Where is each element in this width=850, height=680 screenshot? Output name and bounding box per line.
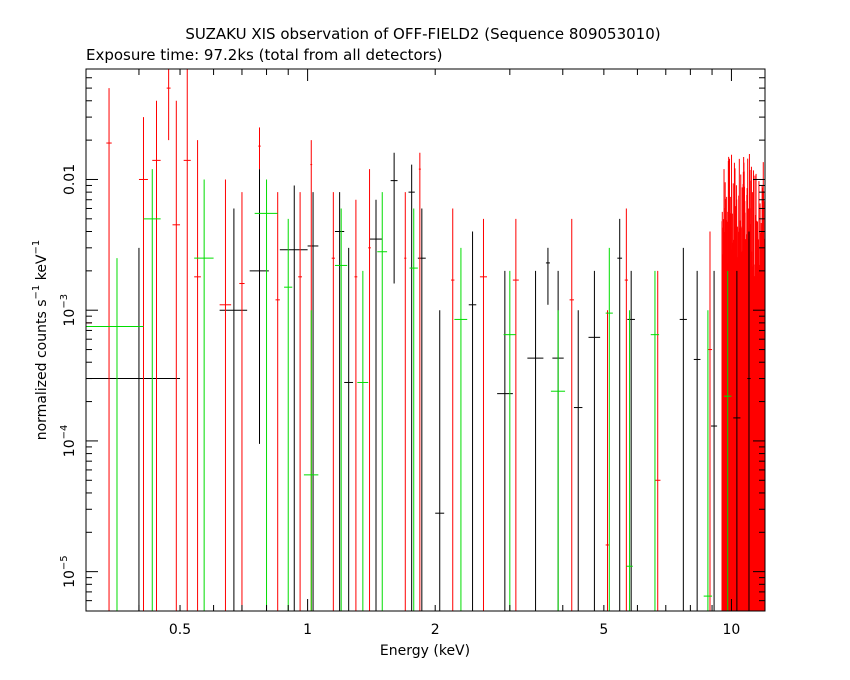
x-tick-label: 0.5 [169,622,191,638]
data-point [711,270,718,611]
x-tick-label: 2 [431,622,440,638]
data-point [219,179,232,611]
data-point [723,270,732,611]
data-point [143,169,161,611]
data-point [86,247,181,611]
data-point [183,69,191,611]
data-point [588,270,601,611]
data-point [479,218,487,611]
x-axis-label: Energy (keV) [380,643,470,659]
data-point [503,270,516,611]
data-point [626,310,633,611]
y-tick-label: 10−4 [59,425,78,458]
data-point [377,192,388,611]
y-tick-label: 0.01 [62,164,78,195]
data-point [194,140,201,611]
x-tick-label: 5 [599,622,608,638]
y-tick-label-base: 10 [62,439,78,457]
data-point [152,100,161,611]
data-point [279,185,308,611]
data-point [545,247,550,305]
data-point [284,218,293,611]
data-point [344,247,354,611]
data-point [527,270,544,611]
data-point [693,270,701,611]
y-tick-label: 10−3 [59,294,78,327]
series-2 [86,169,732,611]
data-point [454,247,468,611]
data-point [569,218,574,611]
data-point [172,100,181,611]
data-point [106,88,112,611]
data-point [418,152,421,611]
data-point [417,208,426,611]
data-point [404,192,407,611]
chart-title: SUZAKU XIS observation of OFF-FIELD2 (Se… [185,25,660,43]
data-point [334,208,348,611]
data-point [605,247,613,611]
plot-frame [85,68,766,612]
data-point [627,270,635,611]
data-point [334,192,345,611]
y-axis-label-sup1: −1 [31,285,42,300]
data-point [451,208,455,611]
data-point [275,192,280,611]
y-tick-label-exponent: −5 [59,555,70,570]
series-layer [86,69,751,611]
y-axis-label-mid: keV [34,254,50,285]
y-axis-label-sup2: −1 [31,240,42,255]
data-point [194,179,214,611]
y-tick-label-base: 10 [62,570,78,588]
series-0 [86,152,751,611]
x-tick-label: 1 [303,622,312,638]
data-point [86,258,144,611]
high-energy-red-band [721,154,765,611]
data-point [733,270,741,611]
chart-subtitle: Exposure time: 97.2ks (total from all de… [86,46,442,64]
data-point [331,192,335,611]
data-point [512,218,519,611]
data-point [409,208,418,611]
data-point [468,231,477,611]
data-point [368,169,371,611]
data-point [354,199,358,611]
y-tick-label: 10−5 [59,555,78,588]
data-point [747,231,751,611]
data-point [166,69,171,141]
data-point [390,152,398,284]
y-axis-label: normalized counts s−1 keV−1 [31,240,50,441]
data-point [617,218,623,611]
data-point [307,192,319,611]
data-point [258,127,261,170]
y-axis-label-base: normalized counts s [34,299,50,440]
data-point [550,310,566,611]
data-point [650,270,660,611]
data-point [408,164,415,611]
data-point [435,310,445,611]
data-point [624,208,628,611]
x-axis: 0.5 1 2 5 10 [85,69,741,638]
data-point [605,310,610,611]
y-tick-label-base: 10 [62,309,78,327]
data-point [707,231,713,611]
data-point [249,169,269,444]
series-1 [86,69,713,611]
data-point [573,310,583,611]
data-point [357,270,369,611]
data-point [679,247,687,611]
data-point [138,117,148,611]
data-point [254,179,278,611]
y-tick-label-exponent: −4 [59,425,70,440]
data-point [219,208,248,611]
data-point [298,192,303,611]
data-point [654,270,661,611]
data-point [303,310,319,611]
data-point [239,192,245,611]
data-point [703,310,713,611]
y-tick-label-exponent: −3 [59,294,70,309]
data-point [369,199,383,611]
x-tick-label: 10 [723,622,741,638]
